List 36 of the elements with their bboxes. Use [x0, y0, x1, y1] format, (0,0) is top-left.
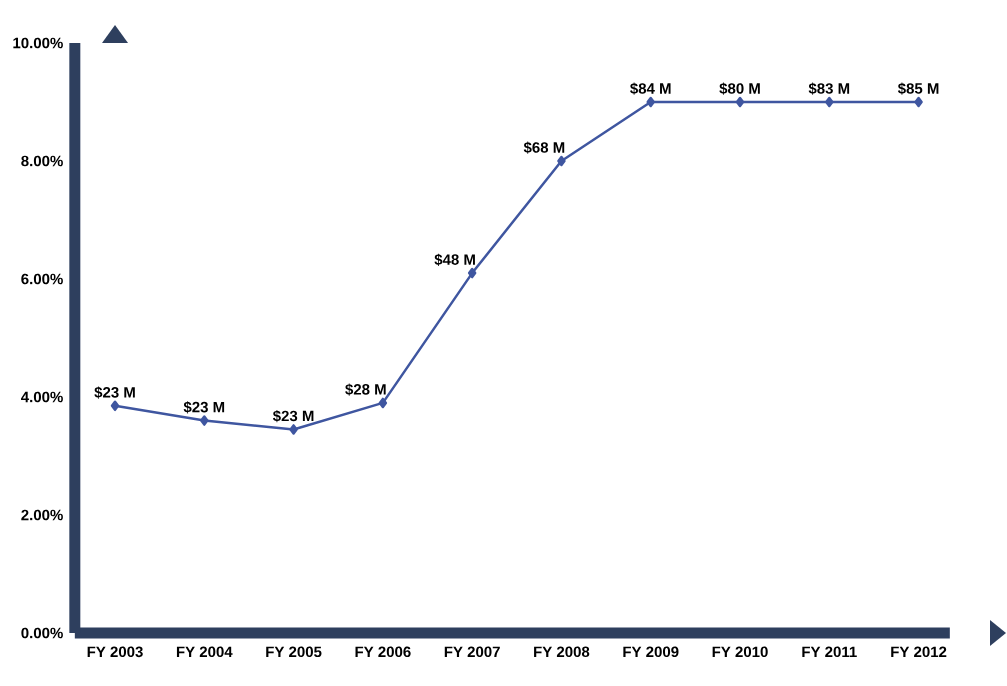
- point: [735, 96, 745, 108]
- annotation: $23 M: [94, 386, 135, 399]
- annotation: $23 M: [183, 401, 225, 414]
- x-tick-label: FY 2005: [266, 646, 322, 658]
- annotation: $85 M: [897, 82, 939, 95]
- y-tick-label: 0.00%: [21, 627, 63, 639]
- y-tick-label: 6.00%: [21, 273, 63, 285]
- annotation: $23 M: [272, 409, 314, 423]
- point: [467, 267, 477, 279]
- point: [378, 397, 388, 409]
- x-tick-label: FY 2006: [355, 646, 411, 658]
- point: [557, 155, 566, 167]
- point: [646, 96, 655, 108]
- x-tick-label: FY 2004: [176, 646, 233, 658]
- x-tick-label: FY 2007: [444, 646, 500, 658]
- point: [914, 96, 923, 108]
- point: [289, 424, 298, 435]
- x-tick-label: FY 2009: [623, 646, 679, 658]
- annotation: $28 M: [345, 383, 386, 396]
- annotation: $84 M: [630, 82, 671, 95]
- y-tick-label: 2.00%: [21, 509, 63, 521]
- y-tick-label: 4.00%: [21, 391, 63, 403]
- point: [825, 96, 834, 108]
- x-tick-label: FY 2011: [802, 646, 857, 658]
- point: [110, 400, 120, 412]
- annotation: $80 M: [719, 82, 760, 95]
- x-tick-label: FY 2010: [712, 646, 768, 658]
- x-tick-label: FY 2003: [87, 646, 143, 658]
- annotation: $68 M: [523, 141, 565, 154]
- annotation: $48 M: [434, 253, 475, 266]
- x-tick-label: FY 2012: [891, 646, 947, 658]
- annotation: $83 M: [808, 82, 850, 95]
- y-tick-label: 8.00%: [21, 155, 63, 167]
- y-tick-label: 10.00%: [13, 37, 63, 49]
- point: [200, 415, 209, 426]
- x-tick-label: FY 2008: [534, 646, 590, 658]
